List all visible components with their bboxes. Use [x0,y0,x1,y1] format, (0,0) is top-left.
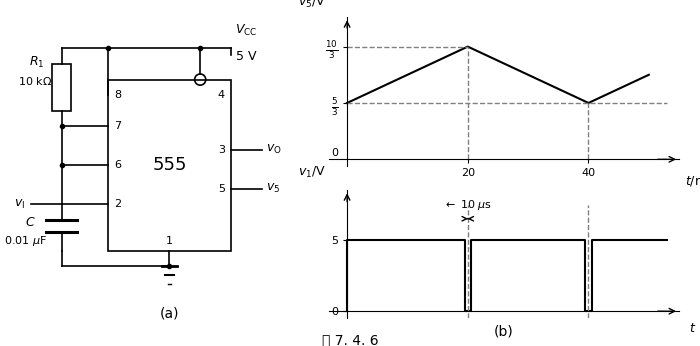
Text: $\leftarrow$ 10 $\mu$s: $\leftarrow$ 10 $\mu$s [443,198,492,212]
Text: 6: 6 [114,160,121,170]
Text: 2: 2 [114,199,121,209]
Text: 10 k$\Omega$: 10 k$\Omega$ [18,75,52,87]
X-axis label: $t$: $t$ [690,322,696,335]
Y-axis label: $v_1$/V: $v_1$/V [298,165,326,180]
Text: $V_{\mathrm{CC}}$: $V_{\mathrm{CC}}$ [235,22,258,37]
Text: 0: 0 [331,148,338,158]
Text: 3: 3 [218,145,225,155]
Text: (a): (a) [160,306,179,320]
Text: 1: 1 [166,236,173,246]
Text: 5 V: 5 V [236,50,257,63]
Text: 4: 4 [218,90,225,100]
Text: $v_5$: $v_5$ [267,182,281,195]
Text: (b): (b) [494,325,514,339]
Text: 0.01 $\mu$F: 0.01 $\mu$F [4,234,47,248]
Bar [108,80,231,251]
Text: 555: 555 [152,156,187,174]
Text: 7: 7 [114,121,121,131]
Bar [52,64,71,111]
Text: $C$: $C$ [25,216,36,229]
Text: $v_{\mathrm{I}}$: $v_{\mathrm{I}}$ [15,198,26,211]
Text: 图 7. 4. 6: 图 7. 4. 6 [322,333,378,346]
Y-axis label: $v_5$/V: $v_5$/V [298,0,326,10]
Text: 8: 8 [114,90,121,100]
Text: $R_1$: $R_1$ [29,55,45,70]
Text: 5: 5 [218,184,225,193]
Text: $v_{\mathrm{O}}$: $v_{\mathrm{O}}$ [267,143,282,156]
X-axis label: $t$/ms: $t$/ms [685,173,700,188]
